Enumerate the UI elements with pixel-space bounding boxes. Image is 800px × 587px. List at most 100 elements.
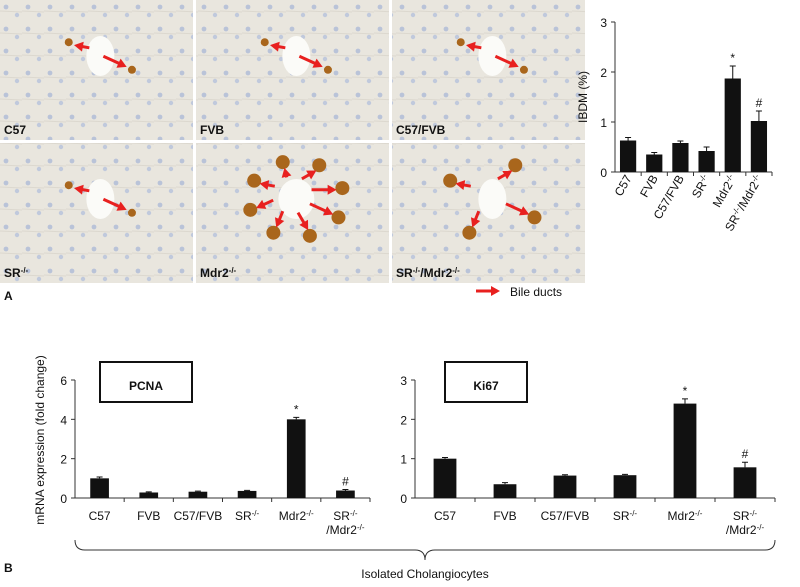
bar [434, 459, 457, 498]
x-tick-label: C57/FVB [541, 509, 590, 523]
y-tick-label: 1 [400, 453, 407, 467]
bile-duct [261, 38, 269, 46]
y-tick-label: 3 [600, 16, 607, 30]
bile-duct [520, 66, 528, 74]
error-bar [562, 475, 568, 476]
y-axis-label: IBDM (%) [576, 71, 590, 123]
y-tick-label: 2 [60, 453, 67, 467]
error-bar [742, 462, 748, 467]
bar [672, 143, 688, 172]
bar [287, 419, 306, 498]
error-bar [293, 417, 299, 419]
x-tick-label: C57 [612, 172, 635, 198]
bar [725, 79, 741, 173]
y-tick-label: 6 [60, 374, 67, 388]
bile-duct [266, 226, 280, 240]
bar [751, 121, 767, 172]
bile-duct [527, 210, 541, 224]
brace [75, 540, 775, 560]
bar [698, 151, 714, 172]
x-tick-label: C57 [89, 509, 111, 523]
error-bar [682, 399, 688, 404]
x-tick-label: FVB [137, 509, 160, 523]
vessel [282, 36, 310, 76]
bile-duct [508, 158, 522, 172]
x-tick-label: Mdr2-/- [668, 509, 703, 524]
error-bar [244, 490, 250, 491]
error-bar [756, 111, 762, 121]
bile-duct [335, 181, 349, 195]
vessel [86, 36, 114, 76]
error-bar [195, 491, 201, 492]
bile-duct [331, 210, 345, 224]
error-bar [622, 474, 628, 475]
bile-duct [65, 38, 73, 46]
panel-label: A [4, 289, 13, 303]
vessel [278, 179, 314, 219]
bar [336, 491, 355, 498]
error-bar [97, 477, 103, 478]
y-tick-label: 0 [60, 492, 67, 506]
error-bar [342, 490, 348, 491]
bile-duct [457, 38, 465, 46]
x-tick-label: SR-/- [613, 509, 638, 524]
error-bar [730, 66, 736, 79]
shared-y-label: mRNA expression (fold change) [33, 355, 47, 524]
y-tick-label: 0 [600, 166, 607, 180]
micrograph-label: SR-/-/Mdr2-/- [396, 266, 460, 281]
x-tick-label: C57/FVB [174, 509, 223, 523]
x-tick-label: SR-/-/Mdr2-/- [326, 509, 365, 538]
bile-duct [303, 229, 317, 243]
significance-mark: # [342, 475, 349, 489]
bile-duct [243, 203, 257, 217]
bar [620, 141, 636, 173]
x-tick-label: FVB [493, 509, 516, 523]
micrograph-label: C57/FVB [396, 123, 446, 137]
significance-mark: * [683, 384, 688, 398]
bar [674, 404, 697, 498]
bile-duct [65, 181, 73, 189]
bile-duct [462, 226, 476, 240]
legend-label: Bile ducts [510, 285, 562, 299]
error-bar [704, 147, 710, 151]
x-tick-label: SR-/- [689, 172, 714, 201]
vessel [86, 179, 114, 219]
error-bar [502, 483, 508, 485]
bar [646, 155, 662, 173]
shared-x-label: Isolated Cholangiocytes [361, 567, 488, 581]
y-tick-label: 2 [600, 66, 607, 80]
error-bar [442, 457, 448, 458]
bile-duct [128, 209, 136, 217]
bar [238, 491, 257, 498]
arrow-head [491, 286, 500, 296]
chart-title: Ki67 [473, 379, 499, 393]
vessel [478, 36, 506, 76]
bar [90, 478, 109, 498]
bar [734, 467, 757, 498]
error-bar [625, 138, 631, 141]
bile-duct [276, 155, 290, 169]
bile-duct [247, 174, 261, 188]
error-bar [146, 492, 152, 493]
x-tick-label: SR-/-/Mdr2-/- [726, 509, 765, 538]
bar [614, 475, 637, 498]
error-bar [651, 153, 657, 155]
bar [139, 492, 158, 498]
x-tick-label: C57 [434, 509, 456, 523]
bar [554, 476, 577, 498]
chart-title: PCNA [129, 379, 163, 393]
bar [189, 492, 208, 498]
error-bar [677, 141, 683, 143]
y-tick-label: 0 [400, 492, 407, 506]
x-tick-label: FVB [637, 173, 661, 200]
micrograph-label: FVB [200, 123, 224, 137]
bile-duct [443, 174, 457, 188]
significance-mark: * [294, 402, 299, 416]
y-tick-label: 2 [400, 413, 407, 427]
y-tick-label: 3 [400, 374, 407, 388]
x-tick-label: SR-/- [235, 509, 260, 524]
bar [494, 484, 517, 498]
x-tick-label: Mdr2-/- [279, 509, 314, 524]
significance-mark: * [730, 51, 735, 65]
